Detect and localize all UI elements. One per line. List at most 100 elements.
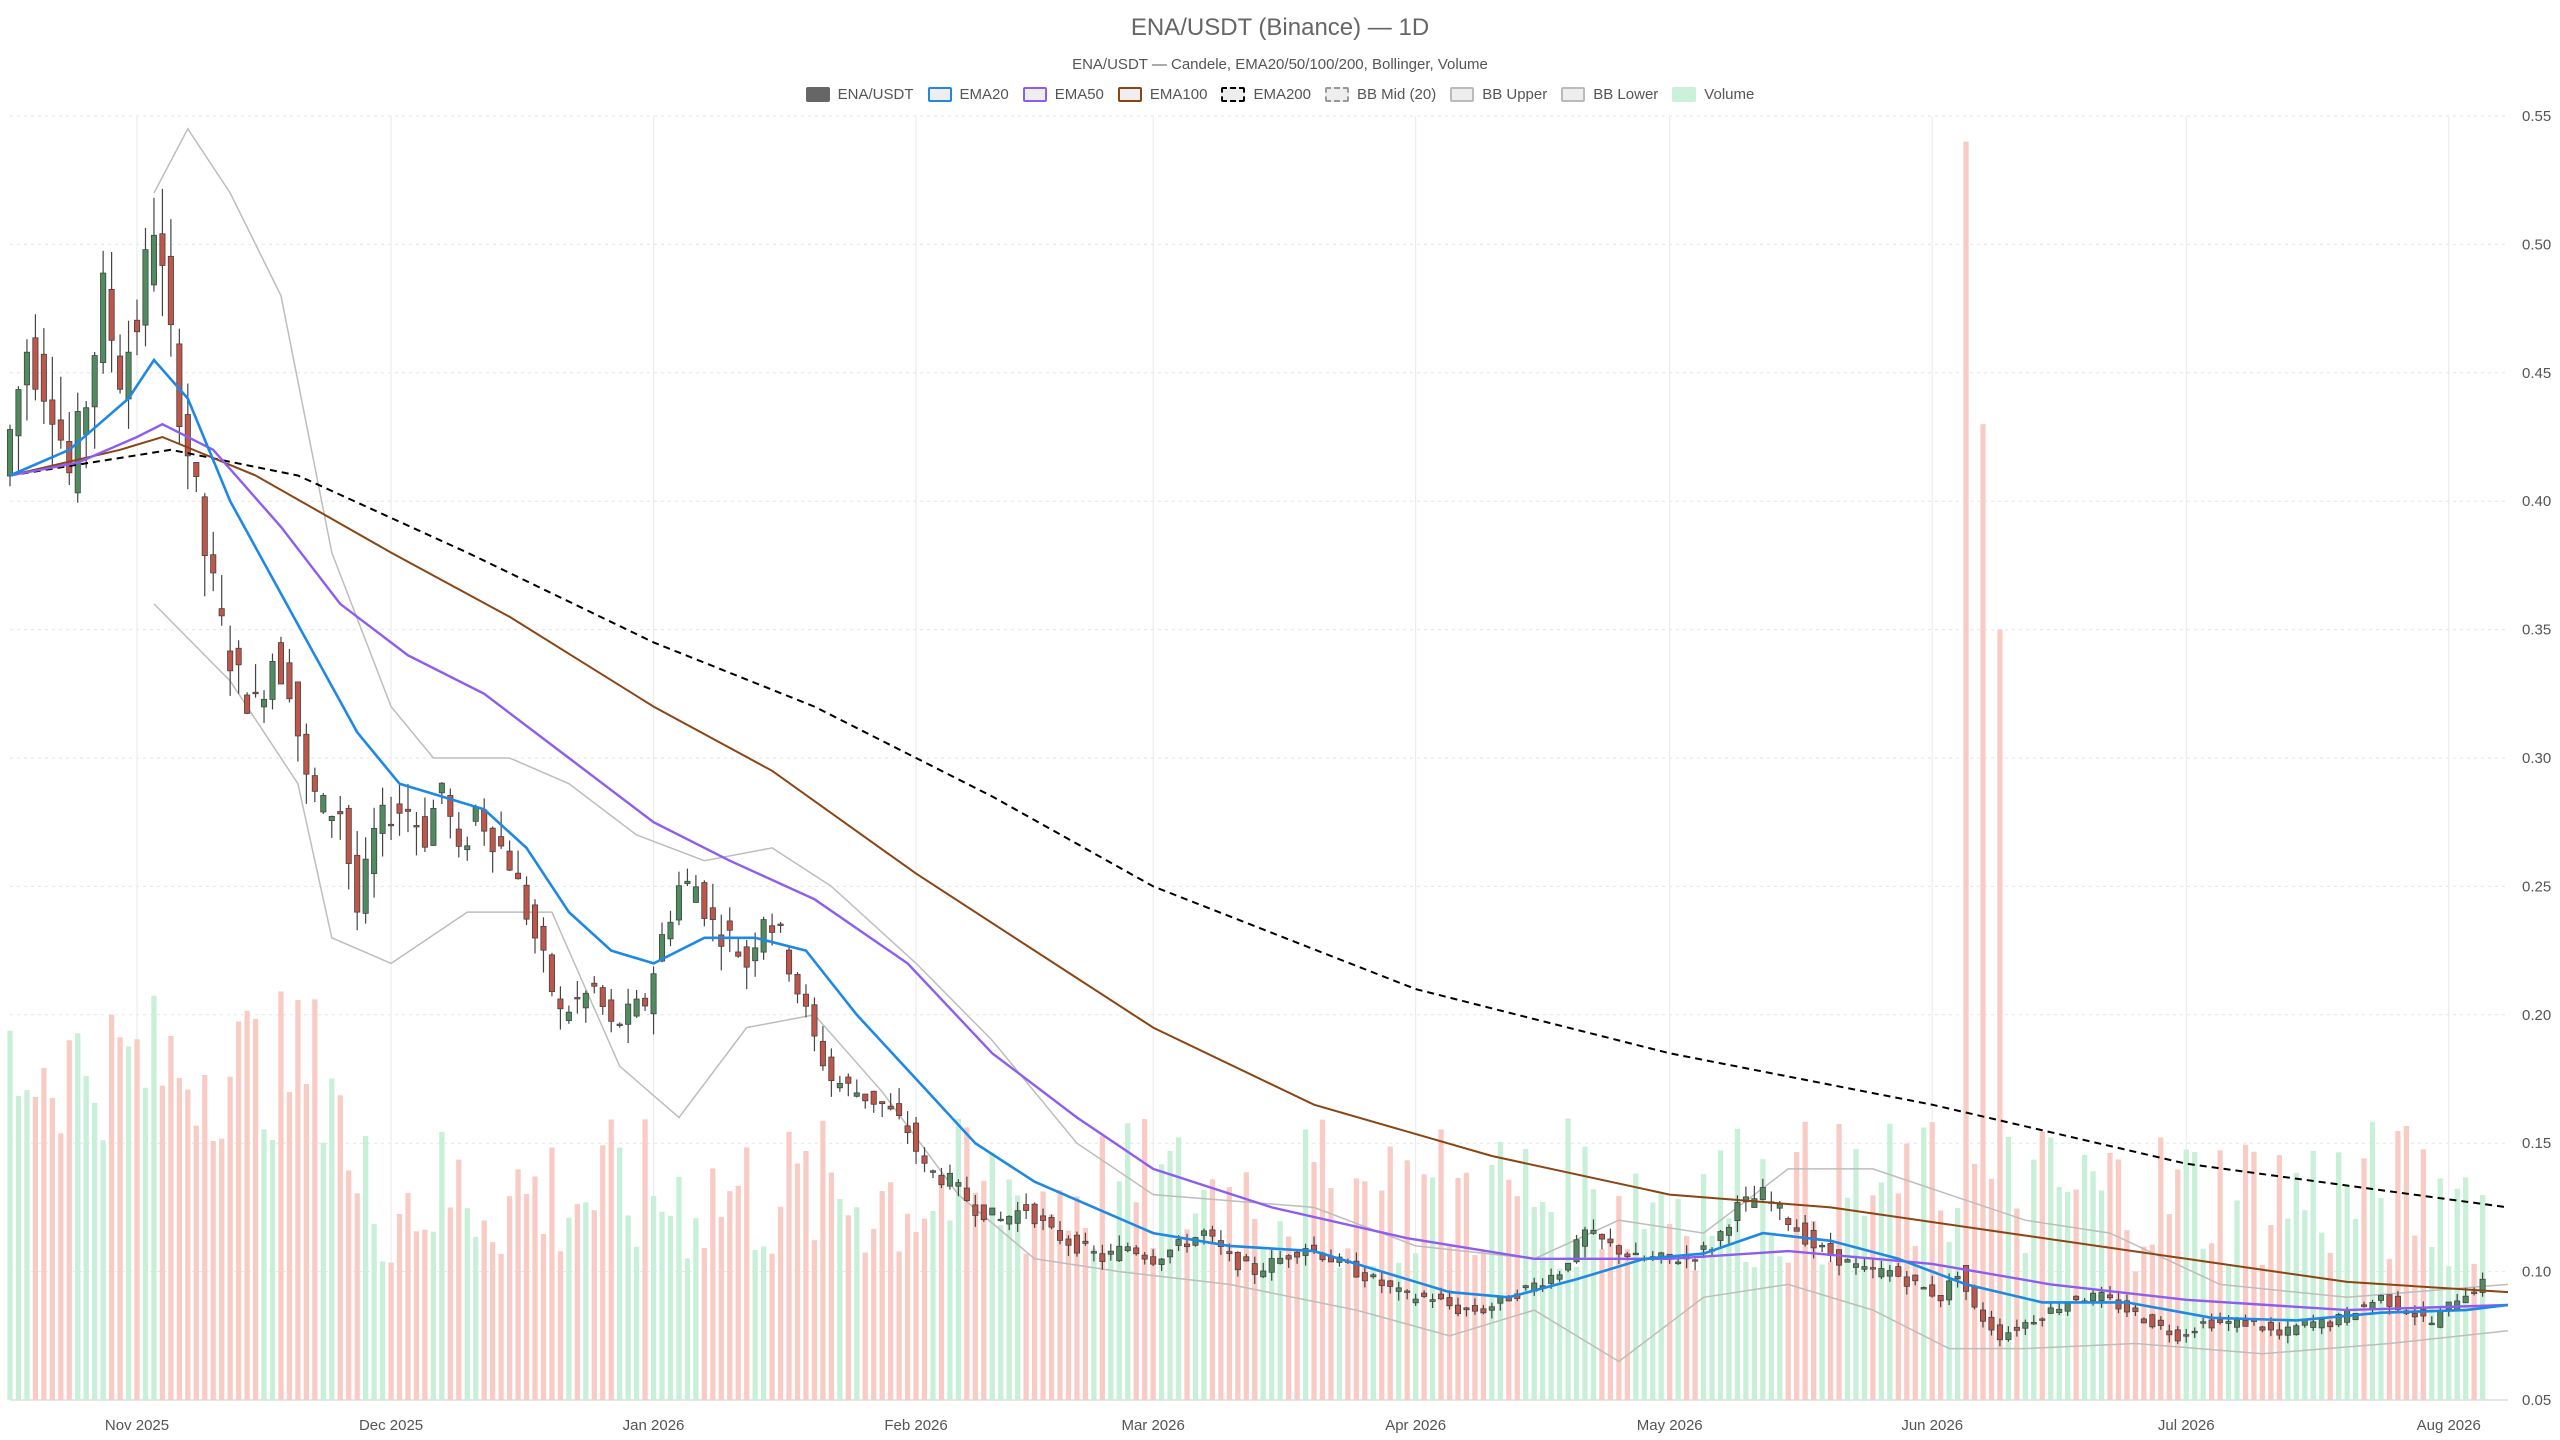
legend-item[interactable]: EMA20 [927, 86, 1009, 103]
candle-body [515, 872, 522, 880]
volume-bar [2005, 1136, 2012, 1400]
candle-body [1251, 1263, 1258, 1275]
volume-bar [1438, 1129, 1444, 1400]
candle-body [574, 997, 581, 1000]
x-tick-label: May 2026 [1637, 1417, 1703, 1434]
candle-body [91, 355, 98, 408]
volume-bar [591, 1210, 597, 1400]
candle-body [1988, 1316, 1995, 1331]
volume-bar [481, 1220, 487, 1400]
volume-bar [2115, 1159, 2122, 1400]
candle-body [980, 1204, 987, 1220]
candle-body [1023, 1204, 1030, 1211]
volume-bar [1946, 1241, 1952, 1400]
volume-bar [1446, 1244, 1453, 1400]
volume-bar [617, 1147, 623, 1400]
volume-bar [2302, 1210, 2308, 1400]
candle-body [1065, 1238, 1072, 1246]
candle-body [2200, 1321, 2207, 1324]
volume-bar [506, 1196, 513, 1400]
volume-bar [710, 1168, 716, 1400]
x-tick-label: Jul 2026 [2158, 1417, 2215, 1434]
candle-body [938, 1174, 945, 1186]
volume-bar [2259, 1264, 2266, 1400]
legend-item[interactable]: EMA200 [1221, 86, 1311, 103]
candle-body [616, 1023, 623, 1027]
volume-bar [540, 1234, 547, 1400]
volume-bar [761, 1246, 767, 1400]
volume-bar [261, 1129, 267, 1400]
legend-item[interactable]: BB Upper [1450, 86, 1547, 103]
volume-bar [1396, 1262, 1402, 1400]
candle-body [1243, 1256, 1250, 1262]
volume-bar [176, 1077, 182, 1400]
candle-body [1031, 1203, 1038, 1225]
volume-bar [1209, 1179, 1216, 1400]
volume-bar [583, 1202, 589, 1400]
candle-body [1471, 1305, 1478, 1312]
volume-bar [1523, 1148, 1529, 1400]
volume-bar [1768, 1232, 1774, 1400]
volume-bar [1997, 629, 2003, 1400]
candle-body [1040, 1215, 1047, 1221]
volume-bar [684, 1258, 691, 1400]
legend-item[interactable]: Volume [1672, 86, 1754, 103]
volume-bar [803, 1150, 809, 1400]
volume-bar [2175, 1169, 2181, 1400]
volume-bar [1827, 1261, 1834, 1400]
volume-bar [100, 1140, 106, 1400]
volume-bar [2276, 1155, 2282, 1400]
candle-body [32, 337, 39, 390]
legend: ENA/USDT EMA20 EMA50 EMA100 EMA200 BB Mid (20… [0, 86, 2560, 103]
candle-body [565, 1011, 572, 1021]
volume-bar [2403, 1126, 2410, 1400]
volume-bar [879, 1191, 885, 1400]
candle-body [2191, 1330, 2198, 1334]
volume-bar [1048, 1214, 1055, 1400]
volume-bar [1184, 1229, 1190, 1400]
candle-body [1014, 1210, 1021, 1224]
candle-body [684, 880, 691, 885]
candle-body [1234, 1251, 1241, 1271]
candle-body [1734, 1202, 1741, 1221]
volume-bar [930, 1210, 936, 1400]
candle-body [1581, 1229, 1589, 1247]
volume-bar [1980, 424, 1986, 1400]
volume-bar [2242, 1144, 2249, 1400]
candle-body [1556, 1274, 1563, 1280]
volume-bar [794, 1163, 801, 1400]
volume-bar [1811, 1220, 1817, 1400]
volume-bar [659, 1211, 665, 1400]
candle-body [1929, 1284, 1936, 1297]
candle-body [1056, 1230, 1064, 1241]
volume-bar [490, 1242, 496, 1400]
volume-bar [252, 1018, 259, 1400]
y-tick-label: 0.40 [2522, 493, 2551, 510]
legend-item[interactable]: BB Mid (20) [1325, 86, 1436, 103]
volume-bar [2268, 1224, 2274, 1400]
candle-body [963, 1187, 970, 1201]
candle-body [235, 647, 242, 666]
candle-body [210, 554, 217, 574]
legend-item[interactable]: EMA100 [1117, 86, 1207, 103]
volume-bar [2285, 1218, 2291, 1400]
candle-body [836, 1082, 843, 1089]
volume-bar [2225, 1264, 2232, 1400]
volume-bar [2217, 1150, 2223, 1400]
volume-bar [989, 1152, 995, 1400]
candle-body [49, 399, 56, 425]
candle-body [2259, 1326, 2266, 1331]
volume-bar [1794, 1152, 1800, 1400]
candle-body [2005, 1332, 2012, 1340]
candle-body [1488, 1306, 1495, 1311]
y-tick-label: 0.20 [2522, 1007, 2551, 1024]
legend-item[interactable]: BB Lower [1561, 86, 1658, 103]
x-tick-label: Jun 2026 [1901, 1417, 1963, 1434]
candle-body [1006, 1215, 1013, 1225]
legend-item[interactable]: ENA/USDT [805, 86, 914, 103]
legend-item[interactable]: EMA50 [1022, 86, 1104, 103]
candle-body [1971, 1285, 1978, 1308]
volume-bar [1540, 1202, 1546, 1400]
candle-body [1404, 1290, 1411, 1293]
